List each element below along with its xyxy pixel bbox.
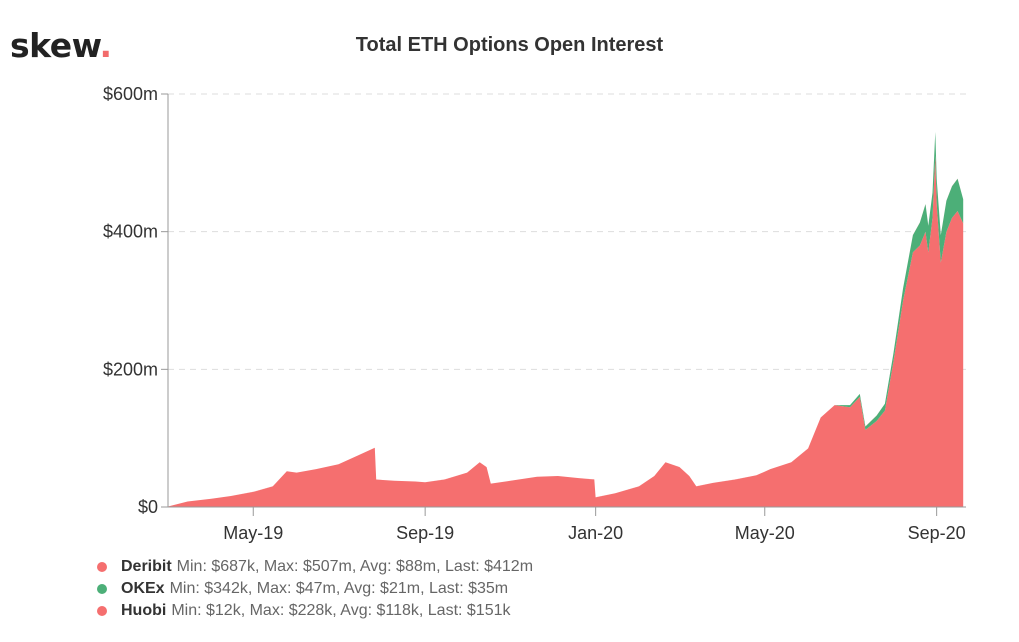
x-tick-label: Sep-19	[396, 523, 454, 543]
skew-logo: skew.	[10, 26, 112, 65]
y-tick-label: $400m	[103, 222, 158, 242]
x-tick-label: Sep-20	[908, 523, 966, 543]
legend-swatch	[97, 584, 107, 594]
x-tick-label: May-20	[735, 523, 795, 543]
legend-item-huobi[interactable]: Huobi Min: $12k, Max: $228k, Avg: $118k, …	[97, 600, 533, 622]
legend-series-stats: Min: $12k, Max: $228k, Avg: $118k, Last:…	[171, 602, 511, 619]
chart-title: Total ETH Options Open Interest	[355, 34, 664, 56]
area-series-deribit	[168, 155, 964, 507]
y-tick-label: $600m	[103, 84, 158, 104]
legend-series-name: OKEx	[121, 580, 165, 597]
y-tick-label: $0	[138, 497, 158, 517]
legend-series-name: Huobi	[121, 602, 167, 619]
legend-swatch	[97, 606, 107, 616]
legend-series-stats: Min: $342k, Max: $47m, Avg: $21m, Last: …	[169, 580, 509, 597]
x-tick-label: Jan-20	[568, 523, 623, 543]
x-tick-label: May-19	[223, 523, 283, 543]
y-tick-label: $200m	[103, 359, 158, 379]
legend-series-stats: Min: $687k, Max: $507m, Avg: $88m, Last:…	[176, 558, 534, 575]
legend-item-okex[interactable]: OKEx Min: $342k, Max: $47m, Avg: $21m, La…	[97, 578, 533, 600]
legend-item-deribit[interactable]: Deribit Min: $687k, Max: $507m, Avg: $88m…	[97, 556, 533, 578]
legend-series-name: Deribit	[121, 558, 172, 575]
legend-swatch	[97, 562, 107, 572]
chart-legend: Deribit Min: $687k, Max: $507m, Avg: $88m…	[97, 556, 533, 622]
